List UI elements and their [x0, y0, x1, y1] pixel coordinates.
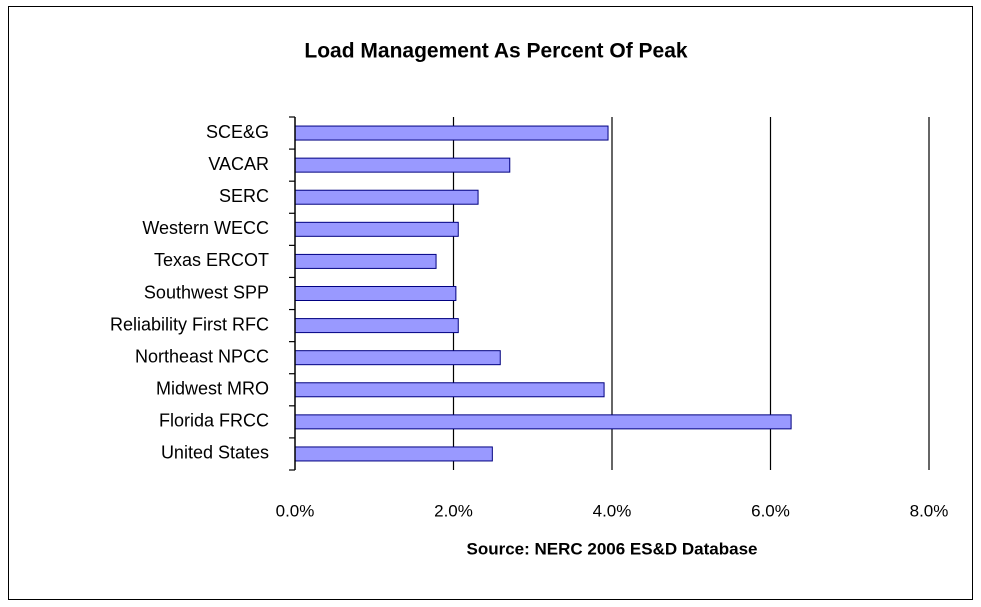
bar [294, 318, 459, 334]
bar [294, 414, 792, 430]
bar [294, 286, 457, 301]
y-tick-label: Western WECC [142, 218, 269, 238]
y-tick-label: Texas ERCOT [154, 250, 269, 270]
chart-title: Load Management As Percent Of Peak [304, 40, 687, 63]
x-tick-label: 0.0% [276, 501, 315, 520]
bar [294, 253, 437, 269]
x-tick-label: 2.0% [434, 501, 473, 520]
bar [294, 446, 493, 462]
x-tick-label: 4.0% [593, 501, 632, 520]
y-tick-label: VACAR [208, 154, 269, 174]
y-tick-label: United States [161, 443, 269, 463]
bar [294, 221, 459, 237]
x-tick-label: 6.0% [751, 501, 790, 520]
y-tick-label: SERC [219, 186, 269, 206]
x-axis-label: Source: NERC 2006 ES&D Database [466, 539, 757, 558]
bar [294, 125, 609, 141]
x-tick-label: 8.0% [910, 501, 949, 520]
y-tick-label: Florida FRCC [159, 411, 269, 431]
y-tick-label: Southwest SPP [144, 282, 269, 302]
bar [294, 382, 605, 398]
chart-frame [8, 6, 973, 600]
bar [294, 157, 511, 173]
y-tick-label: SCE&G [206, 122, 269, 142]
y-tick-label: Northeast NPCC [135, 346, 269, 366]
bar [294, 350, 501, 366]
y-tick-label: Reliability First RFC [110, 314, 269, 334]
bar [294, 189, 479, 205]
y-tick-label: Midwest MRO [156, 379, 269, 399]
